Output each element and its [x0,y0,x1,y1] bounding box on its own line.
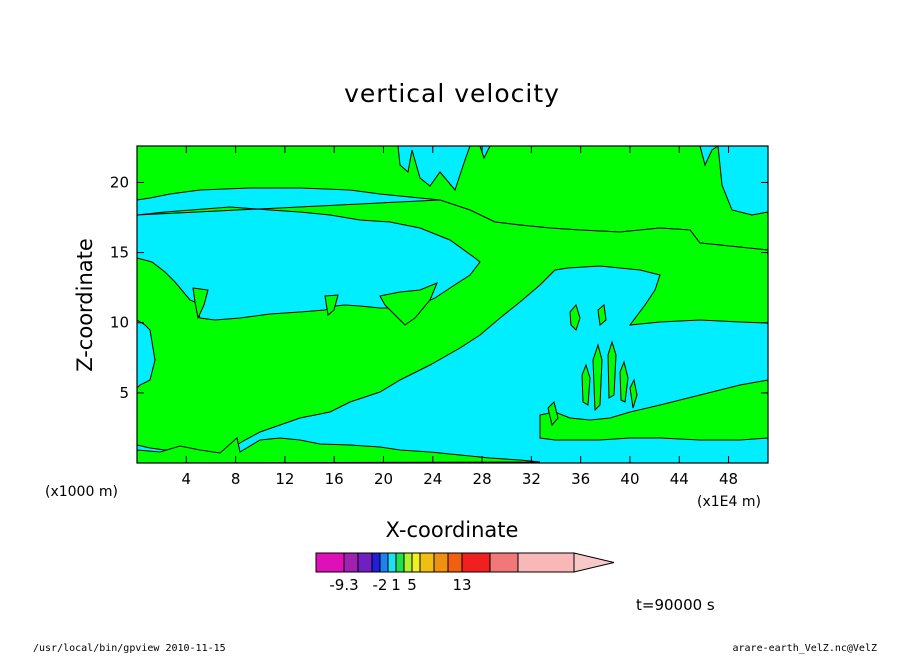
colorbar-segment [447,552,463,573]
x-axis-unit: (x1E4 m) [697,494,761,510]
x-tick-label: 28 [473,470,492,488]
contour-region [629,378,638,409]
x-tick-label: 32 [522,470,541,488]
colorbar-segment [371,552,381,573]
contour-region [539,379,768,441]
colorbar-segment [357,552,373,573]
plot-frame [136,145,769,464]
footer-variable: arare-earth_VelZ.nc@VelZ [733,643,878,654]
x-tick-label: 44 [670,470,689,488]
contour-region [619,360,629,403]
x-tick-label: 12 [275,470,294,488]
x-tick-label: 20 [374,470,393,488]
colorbar-arrow [573,552,615,573]
x-tick-label: 36 [571,470,590,488]
contour-region [592,343,603,412]
colorbar-label: 5 [407,576,417,594]
contour-region [137,146,768,251]
x-axis: 4 8 12 16 20 24 28 32 36 40 44 48 [182,146,738,488]
contour-region [547,401,559,427]
colorbar-segment [419,552,435,573]
x-tick-label: 8 [231,470,241,488]
colorbar-segment [379,552,389,573]
x-axis-label: X-coordinate [386,518,519,542]
y-tick-label: 5 [119,384,129,402]
y-tick-label: 15 [110,244,129,262]
y-axis: 5 10 15 20 [110,173,768,402]
footer-program: /usr/local/bin/gpview 2010-11-15 [33,643,226,654]
time-label: t=90000 s [636,596,715,614]
colorbar-segment [461,552,491,573]
contour-region [581,363,591,406]
contour-region [192,287,209,320]
x-tick-label: 24 [423,470,442,488]
colorbar-label: -9.3 [329,576,358,594]
chart-title: vertical velocity [344,79,560,108]
colorbar-label: 13 [452,576,471,594]
y-tick-label: 20 [110,173,129,191]
colorbar-segment [403,552,413,573]
x-tick-label: 48 [719,470,738,488]
contour-region [597,304,607,326]
x-tick-label: 16 [325,470,344,488]
colorbar-label: 1 [391,576,401,594]
contour-fills [137,146,768,463]
contour-region [569,303,581,331]
colorbar-segment [517,552,575,573]
contour-region [379,282,438,326]
contour-region [137,437,541,463]
x-tick-label: 4 [182,470,192,488]
colorbar-segment [387,552,397,573]
contour-region [324,294,339,316]
colorbar-segment [433,552,449,573]
y-axis-label: Z-coordinate [73,238,97,372]
contour-region [607,340,617,399]
y-tick-label: 10 [110,314,129,332]
y-axis-unit: (x1000 m) [45,484,118,500]
colorbar-segment [411,552,421,573]
colorbar-label: -2 [373,576,388,594]
colorbar-segment [489,552,519,573]
x-tick-label: 40 [620,470,639,488]
colorbar: -9.3 -2 1 5 13 [315,552,615,594]
colorbar-segment [343,552,359,573]
colorbar-segment [315,552,345,573]
colorbar-segment [395,552,405,573]
